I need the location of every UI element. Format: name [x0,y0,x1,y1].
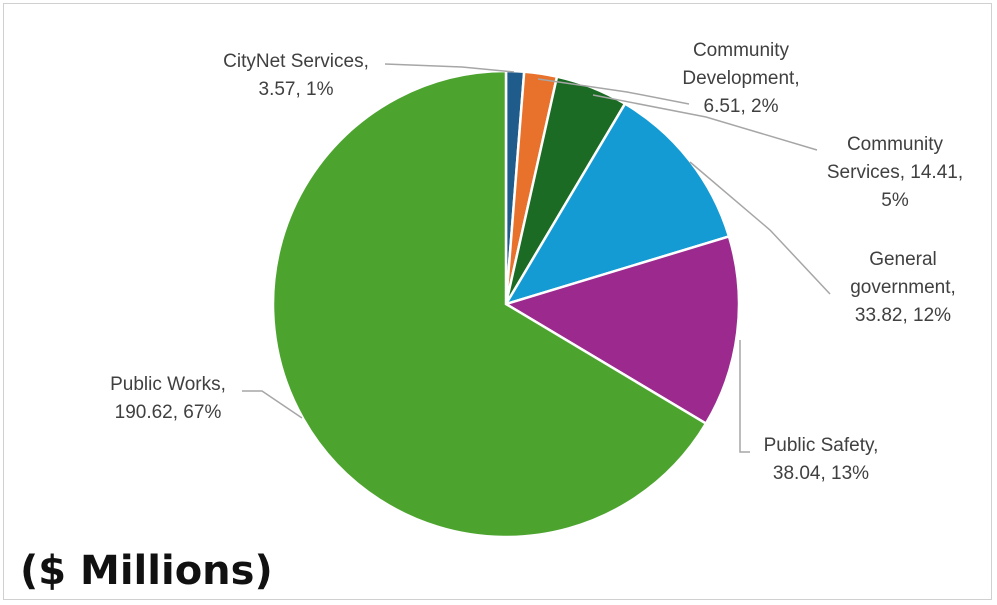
data-label-public-safety: Public Safety, 38.04, 13% [764,435,879,484]
leader-line-public-works [242,390,303,419]
data-label-community-services: Community Services, 14.41, 5% [827,134,963,211]
pie-slice-public-safety [502,234,741,426]
leader-line-general-government [689,161,831,295]
leader-line-community-development [537,78,690,105]
data-labels: CityNet Services, 3.57, 1% Community Develo… [110,40,963,484]
leader-line-citynet-services [384,63,515,73]
data-label-general-government: General government, 33.82, 12% [850,249,956,326]
pie-slice-general-government [503,101,731,307]
leader-line-public-safety [739,340,750,453]
pie-slices [271,69,741,539]
units-label: ($ Millions) [20,548,273,594]
data-label-community-development: Community Development, 6.51, 2% [682,40,799,117]
data-label-citynet-services: CityNet Services, 3.57, 1% [223,51,369,100]
pie-slice-public-works [271,69,708,539]
data-label-public-works: Public Works, 190.62, 67% [110,374,226,423]
leader-line-community-services [592,94,818,151]
leader-lines [242,63,831,453]
